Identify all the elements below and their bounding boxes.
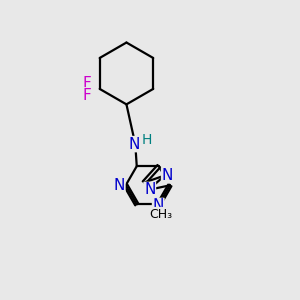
Text: F: F [83, 76, 92, 91]
Text: H: H [141, 133, 152, 147]
Text: N: N [153, 198, 164, 213]
Text: N: N [113, 178, 125, 193]
Text: CH₃: CH₃ [149, 208, 172, 220]
Text: F: F [83, 88, 92, 103]
Text: N: N [162, 168, 173, 183]
Text: N: N [128, 136, 140, 152]
Text: N: N [144, 182, 155, 197]
